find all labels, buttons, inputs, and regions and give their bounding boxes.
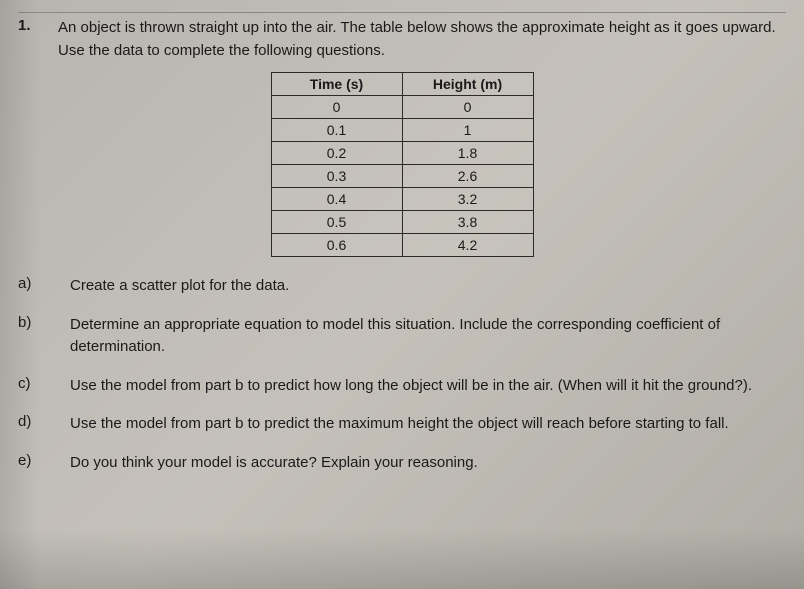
subquestion-label: e): [18, 452, 58, 469]
table-cell: 4.2: [402, 234, 533, 257]
subquestion-d: d) Use the model from part b to predict …: [18, 413, 786, 436]
subquestion-text: Create a scatter plot for the data.: [58, 275, 289, 298]
subquestion-text: Determine an appropriate equation to mod…: [58, 314, 786, 359]
subquestion-e: e) Do you think your model is accurate? …: [18, 452, 786, 475]
table-cell: 1: [402, 119, 533, 142]
table-header-time: Time (s): [271, 73, 402, 96]
table-cell: 0.5: [271, 211, 402, 234]
table-cell: 3.2: [402, 188, 533, 211]
table-row: 0.2 1.8: [271, 142, 533, 165]
table-row: 0.3 2.6: [271, 165, 533, 188]
subquestion-label: d): [18, 413, 58, 430]
table-cell: 0.1: [271, 119, 402, 142]
table-row: 0 0: [271, 96, 533, 119]
table-row: 0.5 3.8: [271, 211, 533, 234]
worksheet-page: 1. An object is thrown straight up into …: [0, 0, 804, 502]
subquestion-label: c): [18, 375, 58, 392]
subquestion-label: a): [18, 275, 58, 292]
subquestion-text: Do you think your model is accurate? Exp…: [58, 452, 478, 475]
table-header-row: Time (s) Height (m): [271, 73, 533, 96]
table-cell: 2.6: [402, 165, 533, 188]
subquestion-c: c) Use the model from part b to predict …: [18, 375, 786, 398]
shadow-overlay-bottom: [0, 529, 804, 589]
subquestion-text: Use the model from part b to predict the…: [58, 413, 729, 436]
question-text: An object is thrown straight up into the…: [58, 17, 786, 62]
subquestion-b: b) Determine an appropriate equation to …: [18, 314, 786, 359]
table-cell: 0.3: [271, 165, 402, 188]
subquestion-label: b): [18, 314, 58, 331]
table-cell: 1.8: [402, 142, 533, 165]
table-header-height: Height (m): [402, 73, 533, 96]
subquestion-text: Use the model from part b to predict how…: [58, 375, 752, 398]
table-cell: 0.4: [271, 188, 402, 211]
subquestion-a: a) Create a scatter plot for the data.: [18, 275, 786, 298]
question-number: 1.: [18, 17, 58, 34]
table-cell: 0: [271, 96, 402, 119]
table-cell: 0.6: [271, 234, 402, 257]
table-row: 0.1 1: [271, 119, 533, 142]
table-cell: 0.2: [271, 142, 402, 165]
table-cell: 3.8: [402, 211, 533, 234]
question-header: 1. An object is thrown straight up into …: [18, 12, 786, 62]
data-table: Time (s) Height (m) 0 0 0.1 1 0.2 1.8 0.…: [271, 72, 534, 257]
table-row: 0.6 4.2: [271, 234, 533, 257]
table-cell: 0: [402, 96, 533, 119]
table-row: 0.4 3.2: [271, 188, 533, 211]
